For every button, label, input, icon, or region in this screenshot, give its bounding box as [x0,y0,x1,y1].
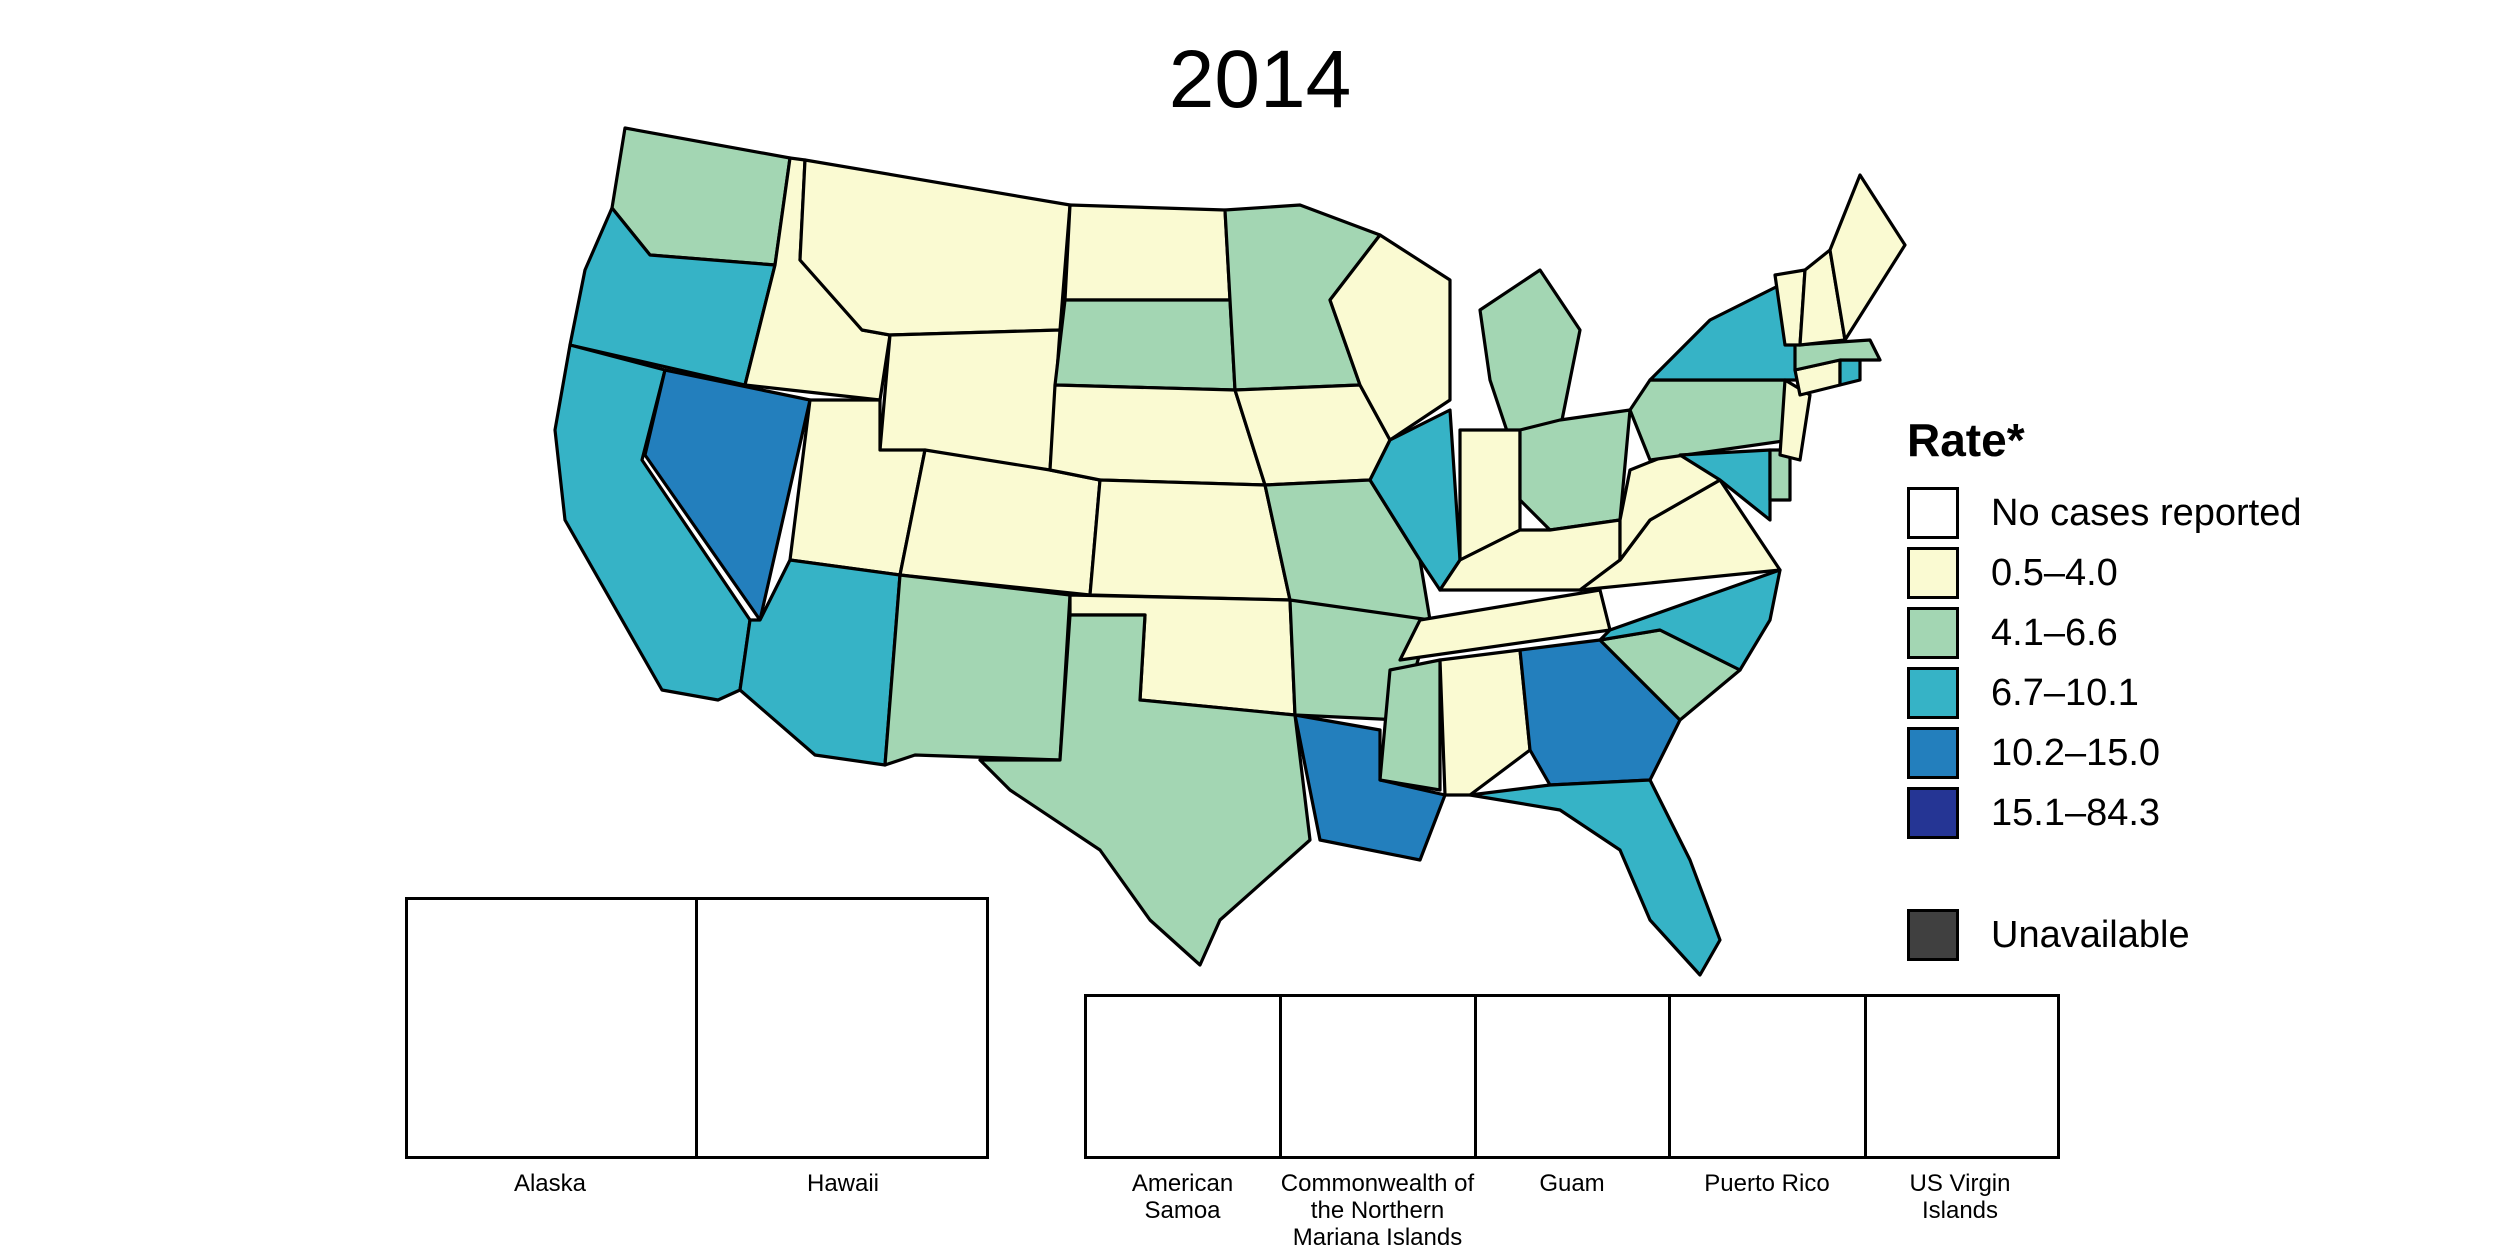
inset-label-guam: Guam [1539,1170,1605,1197]
state-ohio [1518,408,1632,532]
inset-frame-territories [1084,994,2060,1159]
legend-item-0.5-4.0: 0.5–4.0 [1907,545,2118,601]
state-new-mexico [883,573,1072,767]
inset-divider [1474,994,1477,1159]
state-pennsylvania [1628,378,1792,462]
legend-swatch [1907,727,1959,779]
inset-label-usvi: US Virgin Islands [1909,1170,2011,1224]
legend-item-15.1-84.3: 15.1–84.3 [1907,785,2160,841]
legend-swatch [1907,547,1959,599]
legend-item-unavailable: Unavailable [1907,907,2190,963]
legend-label: 4.1–6.6 [1991,611,2118,654]
legend-item-4.1-6.6: 4.1–6.6 [1907,605,2118,661]
legend-title: Rate* [1907,414,2025,466]
state-rhode-island [1838,358,1862,387]
inset-label-american-samoa: American Samoa [1131,1170,1234,1224]
state-maryland [1678,448,1772,522]
inset-divider [695,897,698,1159]
state-north-dakota [1063,203,1232,302]
state-kansas [1088,478,1292,602]
legend-label: No cases reported [1991,491,2302,534]
inset-divider [1668,994,1671,1159]
inset-label-puerto-rico: Puerto Rico [1704,1170,1830,1197]
legend-item-no-cases: No cases reported [1907,485,2302,541]
legend-label: Unavailable [1991,913,2190,956]
inset-divider [1864,994,1867,1159]
legend-item-6.7-10.1: 6.7–10.1 [1907,665,2139,721]
legend-swatch [1907,487,1959,539]
legend-label: 10.2–15.0 [1991,731,2161,774]
state-wisconsin [1328,233,1452,442]
state-maine [1828,173,1907,342]
state-texas [978,613,1312,967]
legend-swatch [1907,607,1959,659]
legend-label: 6.7–10.1 [1991,671,2139,714]
legend-swatch [1907,667,1959,719]
inset-label-alaska: Alaska [513,1170,587,1197]
state-alabama [1438,648,1532,797]
state-michigan [1478,268,1582,442]
state-nebraska [1048,383,1267,487]
state-massachusetts [1793,338,1882,372]
legend-item-10.2-15.0: 10.2–15.0 [1907,725,2160,781]
inset-label-hawaii: Hawaii [806,1170,880,1197]
inset-divider [1279,994,1282,1159]
state-south-dakota [1053,298,1237,392]
state-mississippi [1378,658,1442,792]
inset-label-cnmi: Commonwealth of the Northern Mariana Isl… [1280,1170,1475,1251]
map-title: 2014 [1168,34,1352,125]
legend: Rate* No cases reported 0.5–4.0 4.1–6.6 … [1907,410,2302,961]
legend-swatch [1907,909,1959,961]
legend-label: 0.5–4.0 [1991,551,2118,594]
legend-swatch [1907,787,1959,839]
legend-label: 15.1–84.3 [1991,791,2161,834]
state-florida [1468,778,1722,977]
